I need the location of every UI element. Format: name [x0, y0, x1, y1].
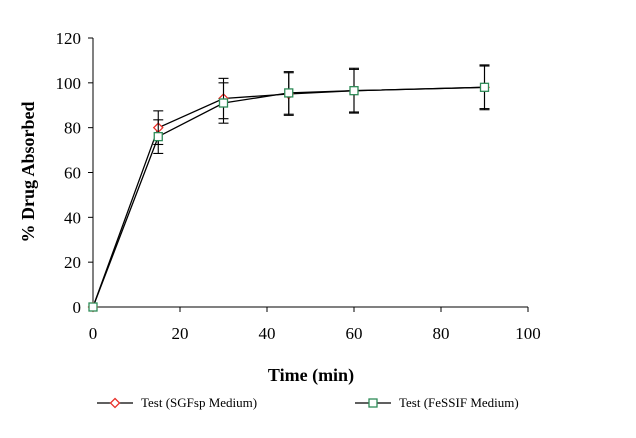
data-point-square	[479, 82, 490, 92]
y-tick-label: 40	[64, 208, 81, 227]
series-line	[92, 86, 485, 308]
x-tick-label: 80	[433, 324, 450, 343]
legend-item-fessif: Test (FeSSIF Medium)	[355, 395, 519, 410]
series-2	[88, 64, 490, 312]
x-axis-ticks: 0 20 40 60 80 100	[89, 307, 541, 343]
y-tick-label: 80	[64, 119, 81, 138]
data-point-square	[88, 302, 98, 312]
y-tick-label: 0	[73, 298, 82, 317]
y-tick-label: 100	[56, 74, 82, 93]
x-tick-label: 20	[172, 324, 189, 343]
legend-label-fessif: Test (FeSSIF Medium)	[399, 395, 519, 410]
axes	[92, 38, 528, 308]
x-axis-title: Time (min)	[268, 365, 354, 386]
x-tick-label: 0	[89, 324, 98, 343]
legend-item-sgfsp: Test (SGFsp Medium)	[97, 395, 257, 410]
y-tick-label: 20	[64, 253, 81, 272]
legend: Test (SGFsp Medium) Test (FeSSIF Medium)	[97, 395, 519, 410]
y-axis-title: % Drug Absorbed	[18, 101, 38, 242]
series-layer	[87, 64, 490, 313]
data-point-square	[153, 131, 163, 142]
legend-label-sgfsp: Test (SGFsp Medium)	[141, 395, 257, 410]
y-tick-label: 60	[64, 164, 81, 183]
series-line	[92, 86, 485, 308]
x-tick-label: 60	[346, 324, 363, 343]
data-point-square	[284, 88, 294, 98]
x-tick-label: 100	[515, 324, 541, 343]
data-point-square	[349, 86, 359, 96]
y-axis-ticks: 0 20 40 60 80 100 120	[56, 29, 93, 317]
legend-marker-square	[368, 398, 378, 408]
x-tick-label: 40	[259, 324, 276, 343]
legend-marker-diamond	[109, 397, 121, 409]
y-tick-label: 120	[56, 29, 82, 48]
data-point-square	[218, 98, 229, 108]
